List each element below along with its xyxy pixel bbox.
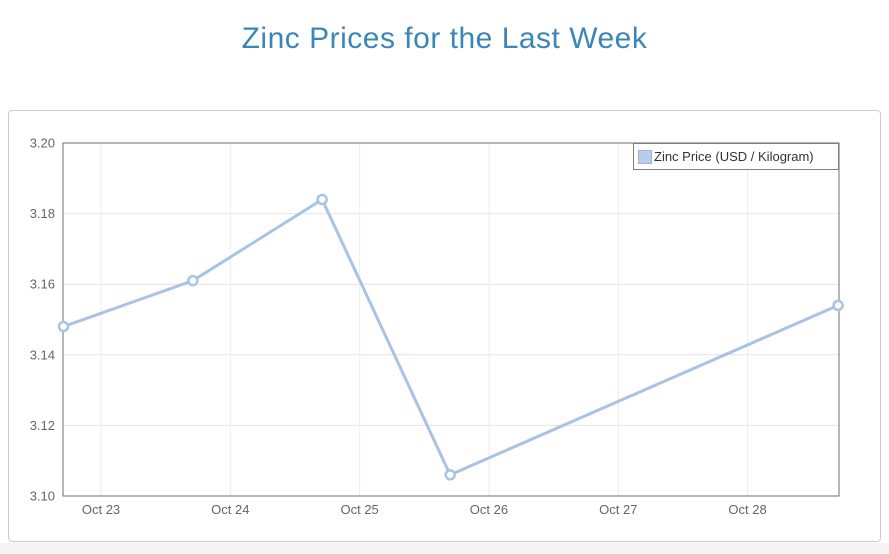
data-point-marker[interactable] [444, 469, 456, 481]
x-axis-tick-label: Oct 28 [728, 502, 766, 517]
legend-label: Zinc Price (USD / Kilogram) [654, 149, 814, 164]
data-point-marker[interactable] [187, 274, 199, 287]
y-axis-tick-label: 3.10 [30, 489, 55, 504]
data-point-marker[interactable] [57, 320, 70, 333]
page-background-strip [0, 543, 889, 554]
price-line[interactable] [62, 197, 840, 477]
x-axis-tick-label: Oct 24 [211, 502, 249, 517]
chart-panel: 3.20 3.18 3.16 3.14 3.12 3.10 Oct 23 Oct 24 Oct … [8, 110, 881, 542]
zinc-price-chart[interactable]: 3.20 3.18 3.16 3.14 3.12 3.10 Oct 23 Oct 24 Oct … [9, 111, 880, 541]
page-title: Zinc Prices for the Last Week [241, 22, 648, 55]
y-axis-tick-label: 3.18 [30, 206, 55, 221]
y-axis-tick-label: 3.20 [30, 136, 55, 151]
legend-swatch-icon [638, 149, 652, 164]
x-axis-tick-label: Oct 26 [470, 502, 508, 517]
x-axis-tick-label: Oct 25 [340, 502, 378, 517]
data-point-marker[interactable] [832, 299, 844, 312]
plot-border [62, 142, 840, 497]
data-point-marker[interactable] [316, 193, 328, 206]
legend: Zinc Price (USD / Kilogram) [633, 143, 839, 170]
x-axis-tick-label: Oct 23 [82, 502, 120, 517]
y-axis-tick-label: 3.16 [30, 277, 55, 292]
y-axis-tick-label: 3.14 [30, 347, 55, 362]
x-axis-tick-label: Oct 27 [599, 502, 637, 517]
y-axis-tick-label: 3.12 [30, 418, 55, 433]
